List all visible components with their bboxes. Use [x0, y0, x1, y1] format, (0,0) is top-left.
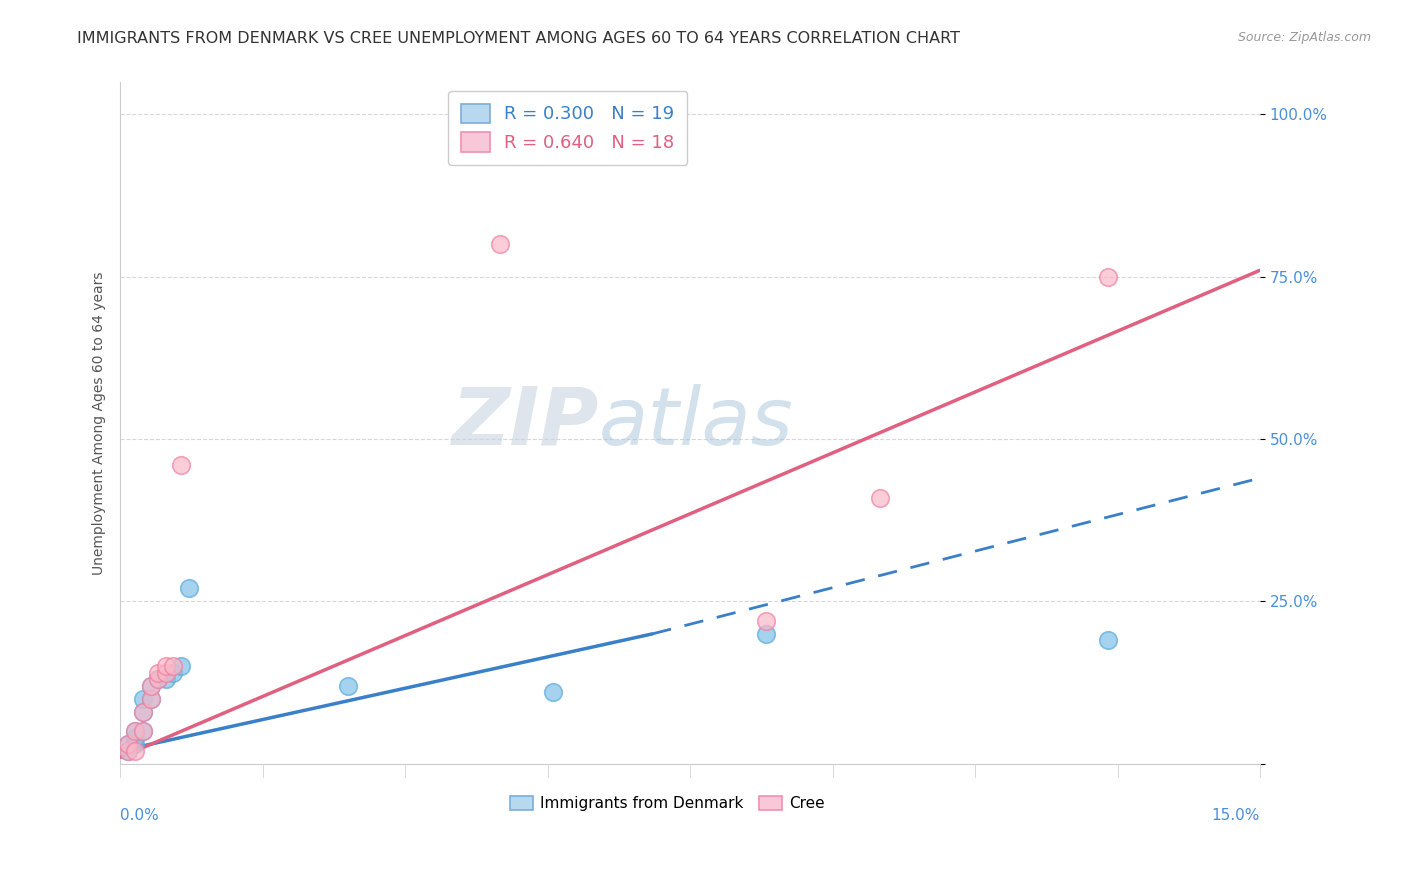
- Text: IMMIGRANTS FROM DENMARK VS CREE UNEMPLOYMENT AMONG AGES 60 TO 64 YEARS CORRELATI: IMMIGRANTS FROM DENMARK VS CREE UNEMPLOY…: [77, 31, 960, 46]
- Text: ZIP: ZIP: [451, 384, 599, 462]
- Point: [139, 692, 162, 706]
- Point: [177, 582, 200, 596]
- Point: [124, 737, 146, 751]
- Y-axis label: Unemployment Among Ages 60 to 64 years: Unemployment Among Ages 60 to 64 years: [93, 271, 107, 574]
- Point: [337, 679, 360, 693]
- Point: [155, 673, 177, 687]
- Point: [124, 744, 146, 758]
- Point: [139, 692, 162, 706]
- Point: [124, 724, 146, 739]
- Point: [117, 737, 139, 751]
- Point: [139, 679, 162, 693]
- Point: [543, 685, 565, 699]
- Point: [124, 724, 146, 739]
- Point: [124, 731, 146, 745]
- Point: [117, 744, 139, 758]
- Legend: Immigrants from Denmark, Cree: Immigrants from Denmark, Cree: [503, 790, 831, 818]
- Point: [132, 705, 155, 719]
- Point: [155, 659, 177, 673]
- Point: [755, 614, 778, 628]
- Text: 15.0%: 15.0%: [1212, 808, 1260, 823]
- Text: Source: ZipAtlas.com: Source: ZipAtlas.com: [1237, 31, 1371, 45]
- Point: [869, 491, 891, 505]
- Point: [162, 665, 184, 680]
- Point: [755, 627, 778, 641]
- Point: [117, 744, 139, 758]
- Point: [1097, 633, 1119, 648]
- Point: [132, 724, 155, 739]
- Point: [1097, 269, 1119, 284]
- Point: [489, 237, 512, 252]
- Point: [148, 673, 170, 687]
- Point: [155, 665, 177, 680]
- Point: [132, 705, 155, 719]
- Point: [148, 665, 170, 680]
- Point: [170, 659, 193, 673]
- Point: [132, 724, 155, 739]
- Point: [170, 458, 193, 472]
- Point: [139, 679, 162, 693]
- Point: [148, 673, 170, 687]
- Point: [132, 692, 155, 706]
- Point: [162, 659, 184, 673]
- Point: [117, 737, 139, 751]
- Text: 0.0%: 0.0%: [121, 808, 159, 823]
- Text: atlas: atlas: [599, 384, 793, 462]
